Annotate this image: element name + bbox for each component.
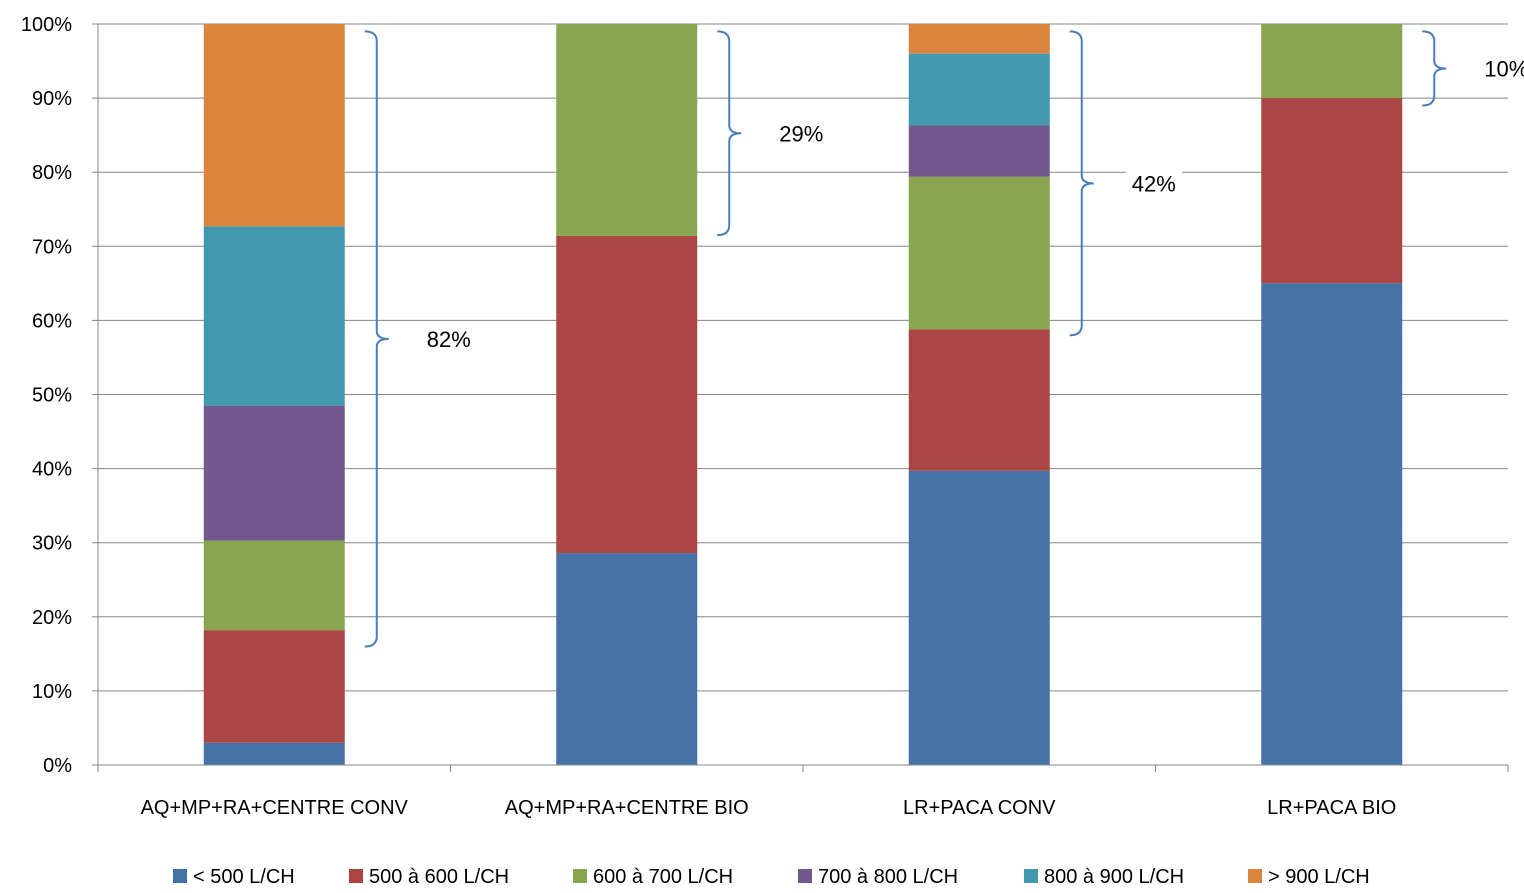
legend-label: 700 à 800 L/CH [818, 866, 958, 888]
bracket [1422, 30, 1447, 107]
bracket-label-background [773, 119, 830, 149]
x-category-label: AQ+MP+RA+CENTRE CONV [141, 797, 409, 819]
y-tick-label: 40% [32, 459, 72, 481]
x-category-label: AQ+MP+RA+CENTRE BIO [505, 797, 749, 819]
axes: 0% 10% 20% 30% 40% 50% 60% 70% 80% 90% 100% AQ+MP+R… [21, 14, 1509, 819]
bar-segment [1261, 98, 1403, 284]
bracket [1069, 30, 1094, 337]
bar-segment [908, 125, 1050, 177]
bracket [364, 30, 389, 648]
annotations: 82% 29% 42% 10% [364, 30, 1524, 648]
x-category-label: LR+PACA CONV [903, 797, 1056, 819]
y-tick-label: 30% [32, 533, 72, 555]
bar-segment [203, 226, 345, 406]
legend-swatch [173, 869, 187, 883]
bar-segment [1261, 283, 1403, 765]
legend-label: 600 à 700 L/CH [593, 866, 733, 888]
legend-label: 500 à 600 L/CH [369, 866, 509, 888]
bracket-percentage-label: 10% [1484, 56, 1524, 81]
y-tick-label: 100% [21, 14, 72, 36]
bar-segment [556, 235, 698, 554]
legend-label: < 500 L/CH [193, 866, 295, 888]
bracket [717, 30, 742, 237]
y-tick-label: 90% [32, 88, 72, 110]
y-tick-label: 70% [32, 236, 72, 258]
bar-segment [908, 24, 1050, 54]
legend-swatch [798, 869, 812, 883]
bar-segment [1261, 24, 1403, 99]
legend-label: 800 à 900 L/CH [1044, 866, 1184, 888]
bracket-label-background [420, 324, 477, 354]
y-tick-label: 0% [43, 755, 72, 777]
bracket-percentage-label: 82% [427, 327, 471, 352]
y-tick-label: 50% [32, 385, 72, 407]
bar-segment [203, 540, 345, 631]
legend-swatch [349, 869, 363, 883]
legend: < 500 L/CH 500 à 600 L/CH 600 à 700 L/CH 70… [173, 866, 1370, 888]
bar-segment [908, 470, 1050, 765]
legend-swatch [573, 869, 587, 883]
y-tick-label: 60% [32, 310, 72, 332]
bar-segment [203, 405, 345, 541]
bar-segment [908, 53, 1050, 126]
bar-segment [203, 24, 345, 227]
legend-label: > 900 L/CH [1268, 866, 1370, 888]
bar-segment [556, 24, 698, 236]
x-category-label: LR+PACA BIO [1267, 797, 1396, 819]
bracket-label-background [1478, 54, 1524, 84]
legend-swatch [1024, 869, 1038, 883]
bracket-label-background [1125, 169, 1182, 199]
y-tick-label: 10% [32, 681, 72, 703]
bar-segment [908, 176, 1050, 330]
bar-segment [203, 742, 345, 765]
bar-segment [908, 329, 1050, 471]
y-tick-label: 20% [32, 607, 72, 629]
bar-segment [203, 630, 345, 743]
legend-swatch [1248, 869, 1262, 883]
bracket-percentage-label: 42% [1132, 171, 1176, 196]
bars [203, 24, 1403, 765]
bar-segment [556, 553, 698, 765]
bracket-percentage-label: 29% [779, 121, 823, 146]
y-tick-label: 80% [32, 162, 72, 184]
